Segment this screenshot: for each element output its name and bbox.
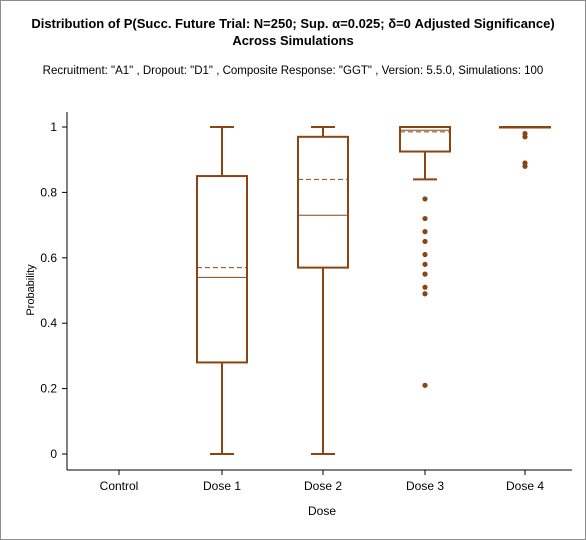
- outlier-point: [422, 251, 428, 258]
- outlier-point: [422, 229, 428, 235]
- outlier-point: [422, 238, 428, 245]
- y-tick-label: 0: [50, 447, 57, 461]
- x-tick-label: Dose 3: [406, 479, 444, 493]
- iqr-box: [297, 135, 349, 269]
- outlier-point: [422, 291, 428, 297]
- axes: 0 0.2 0.4 0.6 0.8 1 Control Dose 1 Dose 2 Dose 3 D…: [40, 112, 572, 493]
- y-tick-label: 1: [50, 120, 57, 134]
- iqr-box: [399, 126, 451, 153]
- y-tick-label: 0.2: [40, 382, 57, 396]
- x-tick-label: Dose 1: [203, 479, 241, 493]
- outlier-point: [422, 196, 428, 202]
- outlier-point: [422, 261, 428, 267]
- outlier-point: [522, 163, 528, 169]
- x-tick-label: Control: [100, 479, 139, 493]
- chart-title: Distribution of P(Succ. Future Trial: N=…: [0, 15, 586, 49]
- outlier-point: [522, 134, 528, 140]
- outlier-point: [422, 382, 428, 388]
- chart-title-line1: Distribution of P(Succ. Future Trial: N=…: [31, 16, 555, 31]
- box-marks: [196, 126, 551, 455]
- x-tick-label: Dose 4: [506, 479, 544, 493]
- outlier-point: [422, 284, 428, 290]
- y-tick-label: 0.4: [40, 316, 57, 330]
- outlier-point: [422, 215, 428, 222]
- outlier-point: [422, 271, 428, 277]
- y-tick-label: 0.6: [40, 251, 57, 265]
- y-tick-label: 0.8: [40, 185, 57, 199]
- chart-subtitle: Recruitment: "A1" , Dropout: "D1" , Comp…: [42, 65, 544, 77]
- x-axis-label: Dose: [308, 504, 336, 518]
- y-axis-label: Probability: [25, 264, 37, 316]
- chart-title-line2: Across Simulations: [232, 33, 354, 48]
- iqr-box: [196, 175, 248, 364]
- x-tick-label: Dose 2: [304, 479, 342, 493]
